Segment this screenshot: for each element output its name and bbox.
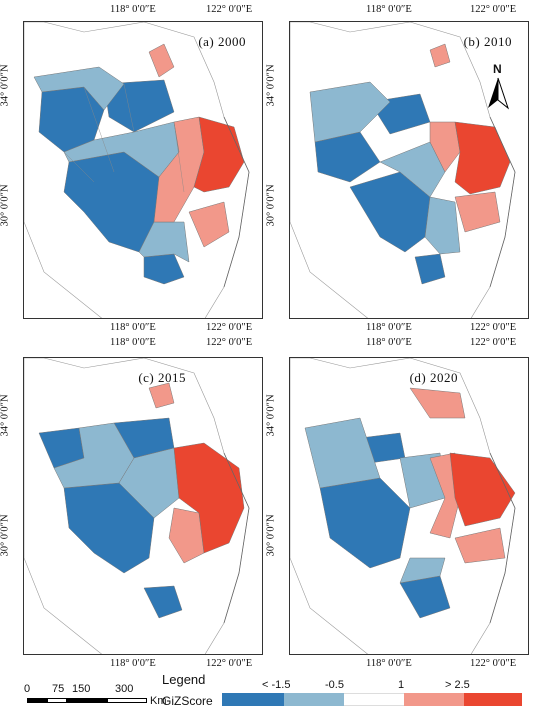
lon-tick: 122° 0′0″E <box>206 337 253 348</box>
coldspot-mid <box>53 422 135 489</box>
coast-line <box>223 452 250 624</box>
hotspot-high <box>449 452 516 527</box>
scale-label: 300 <box>115 683 134 695</box>
scale-segment <box>47 698 67 703</box>
map-svg-2010 <box>290 22 516 318</box>
lon-tick: 118° 0′0″E <box>110 337 156 348</box>
legend-label: -0.5 <box>325 679 344 691</box>
panel-label: (a) 2000 <box>198 34 246 49</box>
hotspot-mid <box>454 527 506 564</box>
lat-tick: 34° 0′0″N <box>0 394 11 437</box>
legend-field-name: GiZScore <box>162 694 213 708</box>
coast-line <box>489 452 516 624</box>
map-panel-2000: (a) 2000 <box>23 21 263 319</box>
scale-unit: Km <box>150 695 167 707</box>
coldspot-mid <box>138 221 190 263</box>
coldspot-low <box>103 79 175 133</box>
coldspot-low <box>414 253 446 285</box>
map-panel-2015: (c) 2015 <box>23 357 263 655</box>
legend-label: < -1.5 <box>262 679 291 691</box>
legend-title: Legend <box>162 672 206 687</box>
coldspot-mid <box>309 81 391 143</box>
hotspot-high <box>193 116 245 193</box>
map-panel-2020: (d) 2020 <box>289 357 529 655</box>
lon-tick: 118° 0′0″E <box>366 658 412 669</box>
panel-label: (c) 2015 <box>138 370 186 385</box>
lat-tick: 30° 0′0″N <box>0 184 11 227</box>
lon-tick: 122° 0′0″E <box>470 658 517 669</box>
coldspot-mid <box>304 417 381 489</box>
hotspot-mid <box>188 201 230 248</box>
coldspot-low <box>143 585 183 619</box>
lon-tick: 118° 0′0″E <box>110 322 156 333</box>
lon-tick: 122° 0′0″E <box>470 337 517 348</box>
hotspot-high <box>454 121 511 195</box>
panel-label: (b) 2010 <box>463 34 512 49</box>
lat-tick: 34° 0′0″N <box>0 64 11 107</box>
hotspot-mid <box>429 43 451 68</box>
map-panel-2010: (b) 2010 N <box>289 21 529 319</box>
lat-tick: 30° 0′0″N <box>265 514 277 557</box>
coldspot-low <box>319 477 411 569</box>
lon-tick: 118° 0′0″E <box>366 322 412 333</box>
coldspot-mid <box>379 141 446 198</box>
legend-swatch <box>344 693 404 706</box>
scale-segment <box>107 698 147 703</box>
legend-swatch <box>464 693 522 706</box>
coldspot-mid <box>33 66 125 111</box>
lon-tick: 122° 0′0″E <box>470 4 517 15</box>
map-svg-2020 <box>290 358 516 654</box>
scale-segment <box>27 698 47 703</box>
hotspot-mid <box>409 387 466 419</box>
hotspot-mid <box>168 507 205 564</box>
north-label: N <box>493 62 502 76</box>
coldspot-mid <box>118 447 180 519</box>
coldspot-mid <box>424 196 461 255</box>
scale-label: 150 <box>72 683 91 695</box>
lon-tick: 118° 0′0″E <box>110 658 156 669</box>
hotspot-mid <box>148 43 175 78</box>
lon-tick: 118° 0′0″E <box>110 4 156 15</box>
lon-tick: 122° 0′0″E <box>206 658 253 669</box>
coast-line <box>223 116 250 288</box>
lon-tick: 118° 0′0″E <box>366 4 412 15</box>
legend-label: > 2.5 <box>445 679 470 691</box>
lon-tick: 122° 0′0″E <box>470 322 517 333</box>
legend-swatch <box>404 693 464 706</box>
scale-label: 0 <box>24 683 31 695</box>
coast-line <box>489 116 516 288</box>
lat-tick: 30° 0′0″N <box>0 514 11 557</box>
boundary-line <box>63 83 185 193</box>
lat-tick: 30° 0′0″N <box>265 184 277 227</box>
legend-swatch <box>284 693 344 706</box>
coldspot-mid <box>399 557 446 584</box>
hotspot-mid <box>454 191 501 233</box>
lat-tick: 34° 0′0″N <box>265 394 277 437</box>
map-svg-2015 <box>24 358 250 654</box>
lat-tick: 34° 0′0″N <box>265 64 277 107</box>
hotspot-mid <box>148 382 175 409</box>
panel-label: (d) 2020 <box>409 370 458 385</box>
hotspot-high <box>173 442 245 554</box>
coldspot-low <box>399 575 451 619</box>
hotspot-mid <box>429 121 461 173</box>
scale-segment <box>67 698 107 703</box>
legend-label: 1 <box>398 679 405 691</box>
scale-label: 75 <box>52 683 65 695</box>
north-arrow-icon <box>488 77 510 110</box>
legend-swatch <box>222 693 284 706</box>
lon-tick: 122° 0′0″E <box>206 322 253 333</box>
north-arrow: N <box>486 62 510 112</box>
lon-tick: 118° 0′0″E <box>366 337 412 348</box>
coldspot-low <box>143 253 185 285</box>
lon-tick: 122° 0′0″E <box>206 4 253 15</box>
map-svg-2000 <box>24 22 250 318</box>
